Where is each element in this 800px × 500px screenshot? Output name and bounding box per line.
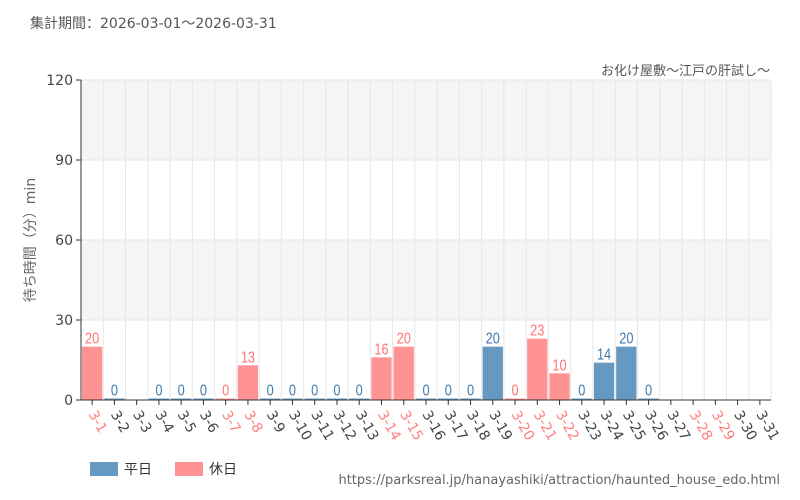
x-tick-label: 3-7	[218, 408, 243, 436]
legend-weekday[interactable]: 平日	[90, 459, 152, 479]
attraction-name: お化け屋敷～江戸の肝試し～	[600, 64, 770, 79]
data-label-3-10: 0	[289, 382, 296, 400]
bar-3-16	[415, 398, 437, 400]
x-tick-label: 3-2	[107, 408, 132, 436]
data-label-3-4: 0	[155, 382, 162, 400]
x-tick-label: 3-4	[151, 408, 176, 436]
y-tick-label: 0	[64, 393, 73, 409]
x-tick-label: 3-8	[240, 408, 265, 436]
bar-3-19	[482, 346, 503, 400]
y-tick-label: 120	[46, 73, 73, 89]
bar-3-21	[527, 338, 548, 400]
bar-3-10	[282, 398, 303, 400]
grid-band	[81, 240, 771, 320]
weekday-swatch	[90, 462, 118, 476]
data-label-3-7: 0	[222, 382, 229, 400]
bar-3-18	[460, 398, 481, 400]
bar-3-24	[593, 362, 615, 400]
bar-3-9	[260, 398, 281, 400]
grid-band	[81, 80, 771, 160]
legend-weekday-label: 平日	[124, 462, 152, 478]
data-label-3-25: 20	[619, 330, 633, 348]
holiday-swatch	[175, 462, 203, 476]
data-label-3-8: 13	[241, 349, 255, 367]
bar-3-12	[326, 398, 348, 400]
x-tick-label: 3-1	[85, 408, 110, 436]
bar-3-6	[193, 398, 214, 400]
data-label-3-16: 0	[422, 382, 429, 400]
x-tick-label: 3-31	[752, 408, 782, 444]
bar-3-14	[371, 357, 392, 400]
data-label-3-23: 0	[578, 382, 585, 400]
data-label-3-19: 20	[486, 330, 500, 348]
bar-3-17	[438, 398, 459, 400]
source-url: https://parksreal.jp/hanayashiki/attract…	[338, 473, 780, 488]
data-label-3-12: 0	[333, 382, 340, 400]
bar-3-25	[616, 346, 637, 400]
data-label-3-11: 0	[311, 382, 318, 400]
data-label-3-18: 0	[467, 382, 474, 400]
bar-3-4	[148, 398, 170, 400]
bar-3-26	[638, 398, 659, 400]
data-label-3-5: 0	[178, 382, 185, 400]
bar-3-2	[104, 398, 125, 400]
data-label-3-14: 16	[374, 341, 388, 359]
bar-3-23	[571, 398, 592, 400]
bar-3-15	[393, 346, 414, 400]
bar-3-11	[304, 398, 325, 400]
period-label: 集計期間：2026-03-01～2026-03-31	[30, 16, 277, 32]
data-label-3-2: 0	[111, 382, 118, 400]
data-label-3-22: 10	[552, 357, 566, 375]
x-tick-label: 3-9	[263, 408, 288, 436]
y-tick-label: 60	[55, 233, 73, 249]
data-label-3-13: 0	[356, 382, 363, 400]
bar-3-1	[82, 346, 103, 400]
x-tick-label: 3-3	[129, 408, 154, 436]
legend-holiday-label: 休日	[209, 462, 237, 478]
data-label-3-1: 20	[85, 330, 99, 348]
data-label-3-26: 0	[645, 382, 652, 400]
y-tick-label: 90	[55, 153, 73, 169]
bar-3-5	[171, 398, 192, 400]
x-tick-label: 3-5	[174, 408, 199, 436]
data-label-3-24: 14	[597, 346, 611, 364]
data-label-3-15: 20	[397, 330, 411, 348]
data-label-3-9: 0	[267, 382, 274, 400]
data-label-3-17: 0	[445, 382, 452, 400]
bar-3-22	[549, 373, 570, 400]
y-tick-label: 30	[55, 313, 73, 329]
bar-3-20	[504, 398, 526, 400]
bar-3-7	[215, 398, 236, 400]
data-label-3-6: 0	[200, 382, 207, 400]
data-label-3-20: 0	[511, 382, 518, 400]
data-label-3-21: 23	[530, 322, 544, 340]
x-tick-label: 3-6	[196, 408, 221, 436]
legend-holiday[interactable]: 休日	[175, 459, 237, 479]
bar-3-13	[349, 398, 370, 400]
bar-3-8	[237, 365, 259, 400]
